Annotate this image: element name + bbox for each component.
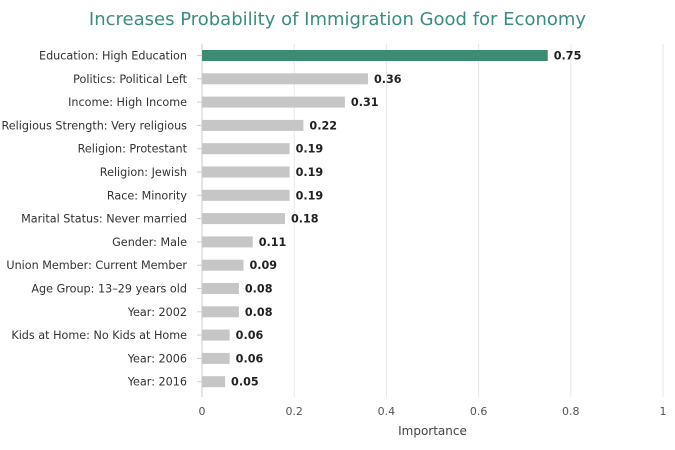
value-label: 0.08 (245, 306, 273, 319)
value-label: 0.08 (245, 283, 273, 296)
bar[interactable] (202, 166, 290, 178)
chart-title: Increases Probability of Immigration Goo… (88, 9, 587, 30)
bar[interactable] (202, 96, 345, 108)
bar[interactable] (202, 283, 239, 294)
bar[interactable] (202, 50, 548, 61)
value-label: 0.75 (554, 50, 582, 63)
category-label: Politics: Political Left (73, 73, 187, 86)
value-label: 0.05 (231, 376, 259, 389)
x-axis-title: Importance (398, 424, 467, 438)
category-label: Religion: Protestant (78, 143, 188, 156)
bar[interactable] (202, 376, 226, 388)
value-label: 0.11 (259, 236, 287, 249)
category-label: Race: Minority (107, 189, 188, 202)
bar[interactable] (202, 143, 290, 155)
value-label: 0.19 (296, 189, 324, 202)
x-tick-label: 0 (199, 405, 206, 418)
category-label: Income: High Income (68, 96, 187, 109)
value-label: 0.22 (309, 119, 337, 132)
category-label: Gender: Male (112, 236, 187, 249)
x-tick-label: 0.4 (378, 405, 396, 418)
x-tick-label: 1 (660, 405, 667, 418)
bar[interactable] (202, 73, 368, 85)
bar[interactable] (202, 236, 253, 248)
value-label: 0.06 (236, 329, 264, 342)
value-label: 0.09 (249, 259, 277, 272)
bar[interactable] (202, 259, 244, 271)
value-label: 0.19 (296, 166, 324, 179)
category-label: Age Group: 13–29 years old (31, 283, 187, 296)
label-layer: Education: High Education 0.75 Politics: P… (2, 50, 582, 389)
bar[interactable] (202, 352, 230, 364)
value-label: 0.19 (296, 143, 324, 156)
category-label: Religion: Jewish (100, 166, 187, 179)
bar[interactable] (202, 306, 239, 318)
x-tick-label: 0.6 (470, 405, 488, 418)
x-tick-label: 0.2 (285, 405, 303, 418)
bar[interactable] (202, 189, 290, 201)
value-label: 0.18 (291, 213, 319, 226)
category-label: Education: High Education (39, 50, 187, 63)
category-label: Year: 2002 (127, 306, 187, 319)
category-label: Kids at Home: No Kids at Home (11, 329, 187, 342)
bar-layer (202, 50, 548, 388)
category-label: Year: 2016 (127, 376, 187, 389)
category-label: Year: 2006 (127, 352, 187, 365)
category-label: Marital Status: Never married (21, 213, 187, 226)
x-tick-label: 0.8 (562, 405, 580, 418)
bar[interactable] (202, 329, 230, 341)
category-label: Union Member: Current Member (6, 259, 187, 272)
value-label: 0.06 (236, 352, 264, 365)
value-label: 0.36 (374, 73, 402, 86)
bar[interactable] (202, 213, 285, 225)
bar[interactable] (202, 119, 304, 131)
category-label: Religious Strength: Very religious (2, 119, 188, 132)
value-label: 0.31 (351, 96, 379, 109)
